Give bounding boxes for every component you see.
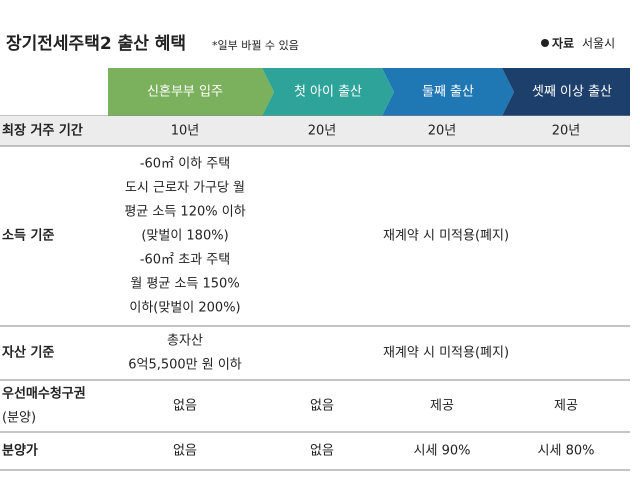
cell-text: 평균 소득 120% 이하: [124, 205, 245, 220]
cell-text: 20년: [308, 124, 337, 139]
source-bullet: [541, 39, 549, 47]
cell-text: 20년: [428, 124, 457, 139]
row-background: [0, 116, 630, 146]
cell-text: 재계약 시 미적용(폐지): [383, 229, 509, 244]
source-value: 서울시: [582, 37, 615, 51]
cell-text: 20년: [552, 124, 581, 139]
title: 장기전세주택2 출산 혜택: [6, 34, 186, 54]
cell-text: 시세 80%: [538, 444, 595, 459]
cell-text: 도시 근로자 가구당 월: [125, 181, 245, 196]
cell-text: 이하(맞벌이 200%): [129, 301, 240, 316]
cell-text: 10년: [171, 124, 200, 139]
row-label: 최장 거주 기간: [2, 123, 83, 139]
column-header-arrow: [382, 68, 514, 116]
cell-text: 없음: [310, 399, 334, 414]
row-label: 소득 기준: [2, 229, 54, 244]
column-header-arrow: [502, 68, 630, 116]
column-header: 둘째 출산: [422, 85, 474, 100]
cell-text: -60㎡ 이하 주택: [140, 157, 230, 172]
row-label: 분양가: [2, 444, 38, 459]
source-label: 자료: [552, 36, 574, 51]
cell-text: 시세 90%: [414, 444, 471, 459]
cell-text: 6억5,500만 원 이하: [128, 358, 242, 373]
cell-text: 없음: [173, 444, 197, 459]
cell-text: 월 평균 소득 150%: [130, 277, 239, 292]
cell-text: -60㎡ 초과 주택: [140, 253, 230, 268]
cell-text: 총자산: [167, 334, 203, 349]
cell-text: (맞벌이 180%): [141, 229, 228, 244]
column-header: 셋째 이상 출산: [532, 85, 612, 100]
cell-text: 제공: [554, 399, 578, 414]
column-header: 신혼부부 입주: [147, 85, 223, 100]
column-header-arrow: [108, 68, 274, 116]
cell-text: 없음: [173, 399, 197, 414]
cell-text: 없음: [310, 444, 334, 459]
cell-text: 제공: [430, 399, 454, 414]
column-header: 첫 아이 출산: [294, 85, 362, 100]
column-header-arrow: [262, 68, 394, 116]
row-label: 우선매수청구권: [2, 386, 86, 402]
cell-text: 재계약 시 미적용(폐지): [383, 346, 509, 361]
row-label: (분양): [2, 411, 36, 426]
row-label: 자산 기준: [2, 345, 54, 361]
note: *일부 바뀔 수 있음: [212, 38, 299, 52]
